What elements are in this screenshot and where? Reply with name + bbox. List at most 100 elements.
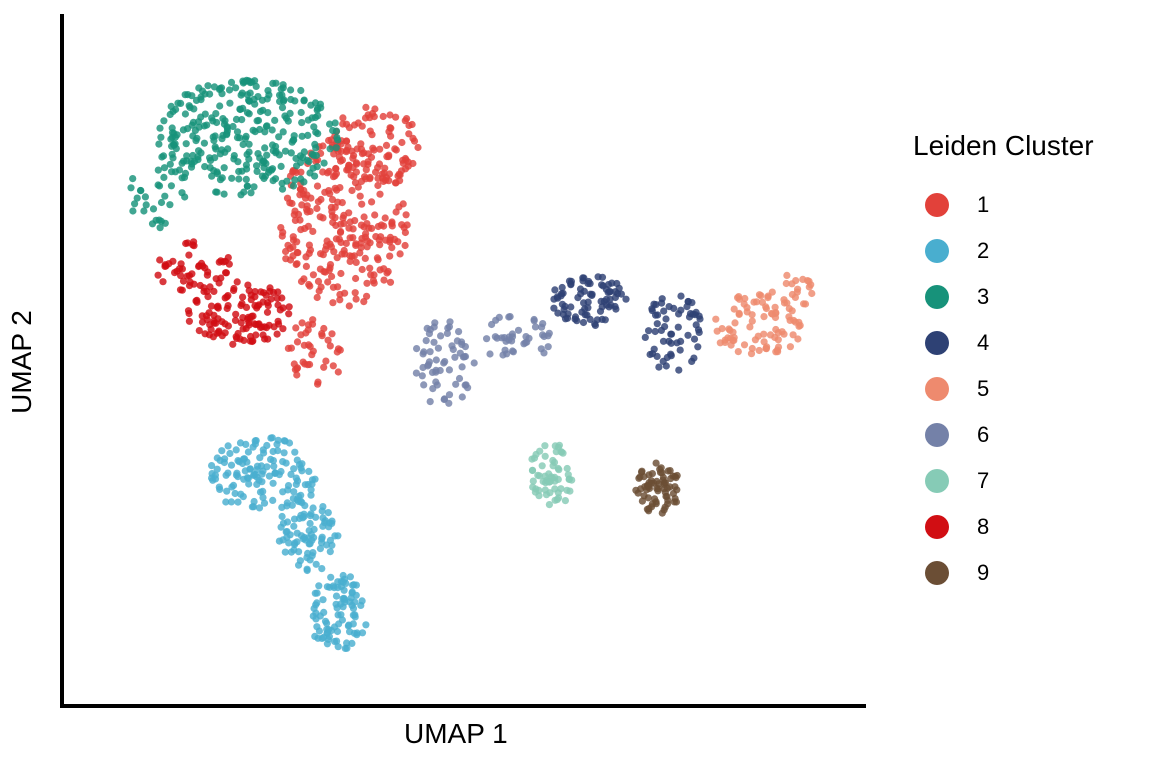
cluster-2-point (270, 462, 278, 470)
cluster-2-point (295, 561, 303, 569)
cluster-1-point (386, 238, 394, 246)
cluster-5-point (755, 291, 764, 299)
cluster-3-point (308, 114, 316, 122)
cluster-2-point (260, 499, 269, 507)
cluster-3-point (157, 198, 166, 207)
cluster-4-point (648, 305, 656, 313)
cluster-1-point (286, 256, 295, 264)
cluster-5-point (731, 319, 739, 327)
cluster-1-point (340, 246, 348, 255)
cluster-1-point (396, 250, 404, 258)
cluster-1-point (376, 145, 384, 153)
cluster-6-point (483, 335, 491, 343)
cluster-1-point (278, 232, 286, 240)
cluster-3-point (253, 162, 261, 170)
cluster-1-point (293, 238, 301, 246)
cluster-2-point (321, 617, 330, 625)
cluster-6-point (443, 329, 451, 337)
cluster-1-point (313, 182, 322, 190)
cluster-8-point (203, 271, 211, 279)
cluster-4-point (598, 273, 607, 281)
cluster-1-point (386, 278, 395, 286)
cluster-3-point (154, 181, 162, 189)
cluster-9-point (648, 500, 657, 508)
cluster-3-point (234, 158, 242, 166)
cluster-3-point (259, 157, 267, 165)
cluster-6-point (544, 332, 552, 340)
cluster-6-point (432, 356, 440, 364)
cluster-8-point (254, 302, 262, 310)
cluster-2-point (227, 498, 235, 506)
cluster-1-point (346, 234, 354, 242)
cluster-6-point (455, 328, 463, 336)
cluster-8-point (273, 330, 281, 338)
cluster-2-point (309, 504, 317, 512)
cluster-1-point (386, 124, 394, 132)
cluster-5-point (746, 323, 754, 331)
cluster-8-point (239, 293, 247, 301)
cluster-2-point (278, 503, 286, 511)
cluster-8-point (217, 257, 225, 265)
cluster-4-point (586, 290, 595, 298)
cluster-8-point (236, 335, 244, 343)
cluster-1-point (318, 332, 326, 340)
cluster-3-point (161, 219, 169, 227)
legend-swatch (925, 331, 949, 355)
cluster-8-point (209, 333, 217, 341)
cluster-3-point (271, 116, 279, 124)
cluster-7-point (535, 492, 543, 500)
cluster-2-point (268, 434, 276, 442)
cluster-1-point (357, 145, 365, 153)
cluster-3-point (239, 79, 247, 87)
cluster-8-point (242, 324, 250, 333)
cluster-2-point (315, 582, 323, 590)
cluster-5-point (791, 318, 800, 326)
cluster-6-point (530, 315, 538, 324)
cluster-2-point (259, 467, 267, 475)
cluster-1-point (341, 289, 349, 297)
cluster-6-point (426, 398, 434, 406)
cluster-3-point (254, 150, 262, 158)
cluster-6-point (451, 353, 459, 361)
legend-item-5: 5 (913, 366, 1094, 412)
cluster-4-point (667, 339, 675, 347)
cluster-8-point (190, 280, 198, 288)
cluster-2-point (312, 609, 320, 617)
cluster-2-point (316, 545, 324, 553)
cluster-4-point (662, 315, 670, 323)
cluster-2-point (259, 487, 267, 495)
cluster-3-point (183, 152, 191, 160)
cluster-2-point (259, 494, 267, 502)
cluster-1-point (399, 159, 407, 167)
cluster-1-point (314, 198, 322, 206)
cluster-8-point (238, 300, 246, 308)
cluster-3-point (155, 140, 163, 148)
cluster-1-point (313, 293, 321, 302)
cluster-1-point (388, 244, 396, 252)
cluster-1-point (352, 274, 360, 283)
cluster-1-point (322, 357, 330, 365)
cluster-1-point (357, 140, 365, 148)
cluster-3-point (229, 122, 237, 131)
cluster-3-point (160, 164, 169, 172)
cluster-4-point (665, 303, 673, 311)
cluster-2-point (239, 493, 247, 501)
cluster-9-point (643, 505, 652, 513)
cluster-3-point (233, 128, 242, 136)
cluster-9-point (664, 467, 672, 475)
cluster-2-point (326, 536, 334, 545)
legend-title: Leiden Cluster (913, 130, 1094, 161)
legend-swatch (925, 193, 949, 217)
cluster-6-point (440, 395, 449, 403)
cluster-9-point (671, 483, 679, 491)
cluster-7-point (552, 448, 560, 456)
cluster-1-point (384, 267, 392, 276)
cluster-3-point (242, 175, 250, 183)
cluster-8-point (248, 312, 256, 320)
legend-rows: 1 2 3 4 5 6 7 8 9 (913, 182, 1094, 596)
cluster-6-point (437, 332, 445, 340)
cluster-3-point (197, 149, 205, 157)
cluster-4-point (558, 283, 566, 292)
cluster-3-point (279, 81, 287, 89)
cluster-6-point (520, 340, 528, 348)
